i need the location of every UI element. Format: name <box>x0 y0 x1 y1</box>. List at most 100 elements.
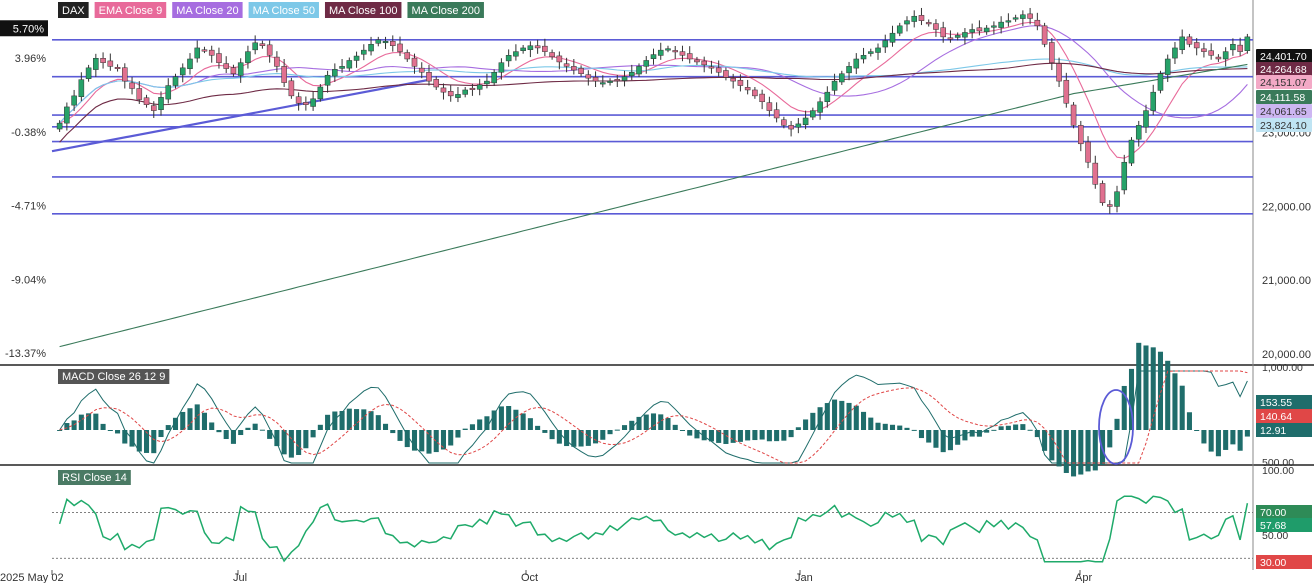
macd-histogram-bar <box>122 430 128 444</box>
candle-body <box>1005 20 1012 23</box>
macd-histogram-bar <box>1150 347 1156 430</box>
candle-body <box>650 54 657 59</box>
candle-body <box>860 55 867 60</box>
left-axis-tick-label: -9.04% <box>11 274 46 286</box>
candle-body <box>491 72 497 84</box>
macd-badge <box>1256 395 1312 409</box>
candle-body <box>187 58 193 69</box>
candle-body <box>839 73 845 83</box>
macd-badge <box>1256 423 1312 437</box>
candle-body <box>918 15 925 21</box>
price-badge-label: 24,401.70 <box>1260 51 1307 63</box>
candle-body <box>969 29 975 33</box>
candle-body <box>1193 42 1200 49</box>
candle-body <box>194 47 201 59</box>
candle-body <box>1121 161 1128 191</box>
rsi-badge-label: 57.68 <box>1260 520 1286 532</box>
macd-histogram-bar <box>1107 430 1113 448</box>
macd-histogram-bar <box>187 408 193 430</box>
price-badge-label: 24,111.58 <box>1260 92 1305 104</box>
macd-badge-label: 140.64 <box>1260 411 1292 423</box>
candle-body <box>643 60 650 67</box>
candle-body <box>143 97 150 105</box>
macd-histogram-bar <box>1136 342 1142 430</box>
macd-histogram-bar <box>288 430 294 458</box>
legend-swatch <box>324 2 402 18</box>
candle-body <box>266 44 273 56</box>
macd-histogram-bar <box>368 411 374 430</box>
rsi-title-bg <box>58 470 131 485</box>
left-axis-tick-label: 5.70% <box>13 23 44 35</box>
x-axis-label: Oct <box>521 572 538 583</box>
legend-label: MA Close 20 <box>176 5 238 17</box>
macd-histogram-bar <box>571 430 577 447</box>
macd-histogram-bar <box>382 423 389 430</box>
candle-body <box>274 56 280 67</box>
macd-histogram-bar <box>875 422 881 430</box>
candle-body <box>904 20 910 25</box>
right-axis-tick-label: 20,000.00 <box>1262 349 1311 361</box>
price-badge <box>1256 49 1312 63</box>
candle-body <box>925 22 932 25</box>
macd-histogram-bar <box>759 430 765 440</box>
macd-histogram-bar <box>933 430 939 448</box>
candle-body <box>368 43 374 52</box>
price-badge <box>1256 75 1312 89</box>
macd-axis-label: 1,000.00 <box>1262 362 1303 374</box>
candle-body <box>1186 36 1193 45</box>
macd-histogram-bar <box>889 424 896 430</box>
candle-body <box>230 67 237 74</box>
ma-100-line <box>59 62 1248 143</box>
macd-histogram-bar <box>506 406 512 430</box>
macd-histogram-bar <box>1063 430 1069 473</box>
candle-body <box>361 49 367 55</box>
candle-body <box>788 125 794 130</box>
x-axis-label: Jul <box>233 572 247 583</box>
macd-histogram-bar <box>136 430 142 452</box>
macd-histogram-bar <box>129 430 135 447</box>
candle-body <box>628 72 635 77</box>
macd-axis-label: 500.00 <box>1262 457 1294 469</box>
macd-histogram-bar <box>687 430 693 436</box>
macd-histogram-bar <box>78 414 84 430</box>
candle-body <box>317 86 324 100</box>
candle-body <box>513 51 519 57</box>
price-badge-label: 23,824.10 <box>1260 120 1307 132</box>
macd-histogram-bar <box>911 429 917 431</box>
candle-body <box>404 52 411 60</box>
candle-body <box>556 55 563 63</box>
macd-histogram-bar <box>947 430 953 451</box>
macd-histogram-bar <box>1230 430 1236 445</box>
candle-body <box>1222 51 1229 60</box>
legend-label: MA Close 200 <box>411 5 479 17</box>
macd-histogram-bar <box>701 430 707 441</box>
macd-histogram-bar <box>216 430 222 433</box>
candle-body <box>621 76 628 81</box>
candle-body <box>78 79 85 97</box>
candle-body <box>418 67 425 73</box>
macd-histogram-bar <box>658 414 664 430</box>
macd-histogram-bar <box>93 413 99 430</box>
candle-body <box>346 60 353 69</box>
rsi-badge <box>1256 518 1312 532</box>
candle-body <box>426 72 432 82</box>
rsi-title: RSI Close 14 <box>62 472 127 484</box>
left-axis-tick-label: -4.71% <box>11 201 46 213</box>
candle-body <box>129 82 135 89</box>
candle-body <box>71 95 77 106</box>
macd-histogram-bar <box>1034 430 1040 438</box>
candle-body <box>339 66 345 69</box>
candle-body <box>56 122 63 130</box>
macd-histogram-bar <box>679 430 686 431</box>
macd-highlight-ellipse <box>1098 389 1134 465</box>
macd-histogram-bar <box>267 430 273 439</box>
candle-body <box>476 84 483 90</box>
macd-histogram-bar <box>839 400 845 430</box>
candle-body <box>549 52 555 58</box>
macd-histogram-bar <box>672 424 678 430</box>
candle-body <box>520 47 526 51</box>
candle-body <box>93 58 99 70</box>
candle-body <box>1099 183 1106 204</box>
macd-histogram-bar <box>375 415 381 430</box>
